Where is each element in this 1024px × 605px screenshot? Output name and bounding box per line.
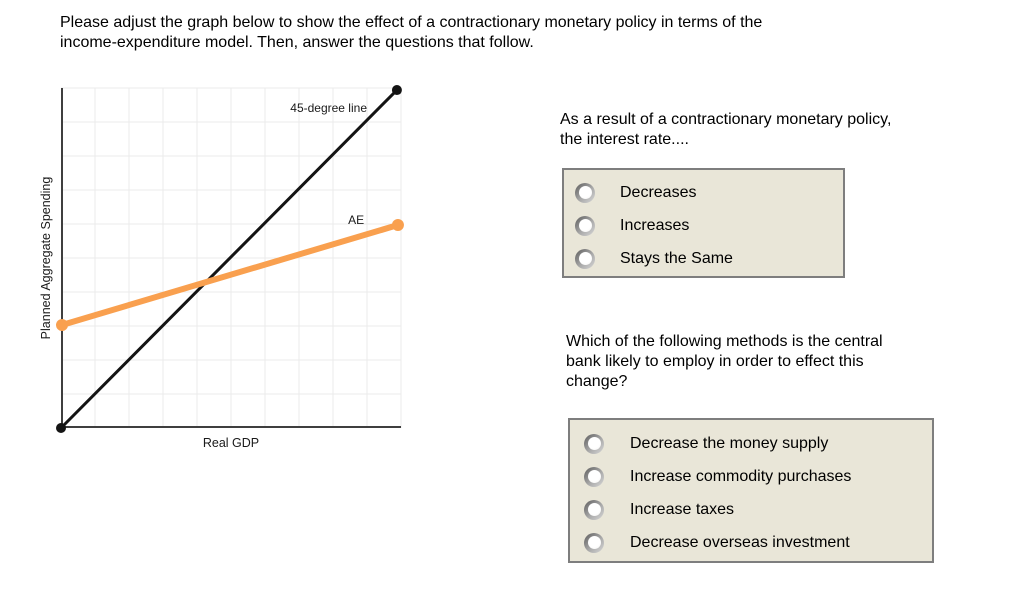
radio-button-icon[interactable] (575, 248, 595, 269)
question-1-line-2: the interest rate.... (560, 131, 689, 148)
option-q2-decrease-money-supply[interactable]: Decrease the money supply (570, 427, 932, 460)
radio-hole-icon (578, 186, 592, 199)
question-2-line-3: change? (566, 373, 628, 390)
option-q1-decreases[interactable]: Decreases (564, 176, 843, 209)
question-2-text: Which of the following methods is the ce… (566, 332, 883, 392)
radio-button-icon[interactable] (575, 215, 595, 236)
option-label[interactable]: Stays the Same (620, 249, 733, 267)
option-q2-increase-taxes[interactable]: Increase taxes (570, 493, 932, 526)
radio-hole-icon (578, 219, 592, 232)
question-1-text: As a result of a contractionary monetary… (560, 110, 891, 150)
45-degree-line-line (59, 88, 399, 430)
ae-endpoint-dot[interactable] (391, 219, 404, 232)
option-label[interactable]: Increases (620, 216, 690, 234)
option-label[interactable]: Increase commodity purchases (630, 467, 852, 485)
radio-hole-icon (578, 252, 592, 265)
line-label: 45-degree line (290, 101, 367, 115)
radio-button-icon[interactable] (584, 532, 604, 553)
question-2-line-2: bank likely to employ in order to effect… (566, 353, 864, 370)
option-q1-increases[interactable]: Increases (564, 209, 843, 242)
option-label[interactable]: Decrease overseas investment (630, 533, 850, 551)
radio-button-icon[interactable] (584, 466, 604, 487)
radio-button-icon[interactable] (584, 433, 604, 454)
radio-hole-icon (587, 503, 601, 516)
chart-plot-area[interactable]: 45-degree line AE (56, 85, 404, 433)
radio-hole-icon (587, 470, 601, 483)
y-axis-label: Planned Aggregate Spending (39, 176, 53, 340)
option-q2-decrease-overseas-investment[interactable]: Decrease overseas investment (570, 526, 932, 559)
line-label: AE (348, 213, 364, 227)
ae-line[interactable] (59, 222, 401, 328)
question-1-answer-box: Decreases Increases Stays the Same (562, 168, 845, 278)
x-axis-label: Real GDP (202, 436, 260, 450)
question-1-line-1: As a result of a contractionary monetary… (560, 111, 892, 128)
radio-hole-icon (587, 437, 601, 450)
income-expenditure-chart[interactable]: Planned Aggregate Spending 45-degree lin… (39, 85, 404, 450)
instructions-line-1: Please adjust the graph below to show th… (60, 14, 763, 31)
option-q1-stays-the-same[interactable]: Stays the Same (564, 242, 843, 275)
question-2-answer-box: Decrease the money supply Increase commo… (568, 418, 934, 563)
option-q2-increase-commodity-purchases[interactable]: Increase commodity purchases (570, 460, 932, 493)
radio-button-icon[interactable] (584, 499, 604, 520)
instructions-text: Please adjust the graph below to show th… (60, 13, 762, 53)
question-2-line-1: Which of the following methods is the ce… (566, 333, 883, 350)
instructions-line-2: income-expenditure model. Then, answer t… (60, 34, 534, 51)
option-label[interactable]: Decrease the money supply (630, 434, 829, 452)
option-label[interactable]: Increase taxes (630, 500, 735, 518)
45-degree-line-endpoint-dot (391, 85, 402, 96)
radio-button-icon[interactable] (575, 182, 595, 203)
option-label[interactable]: Decreases (620, 183, 697, 201)
radio-hole-icon (587, 536, 601, 549)
ae-endpoint-dot[interactable] (56, 318, 69, 331)
45-degree-line-endpoint-dot (56, 423, 66, 433)
